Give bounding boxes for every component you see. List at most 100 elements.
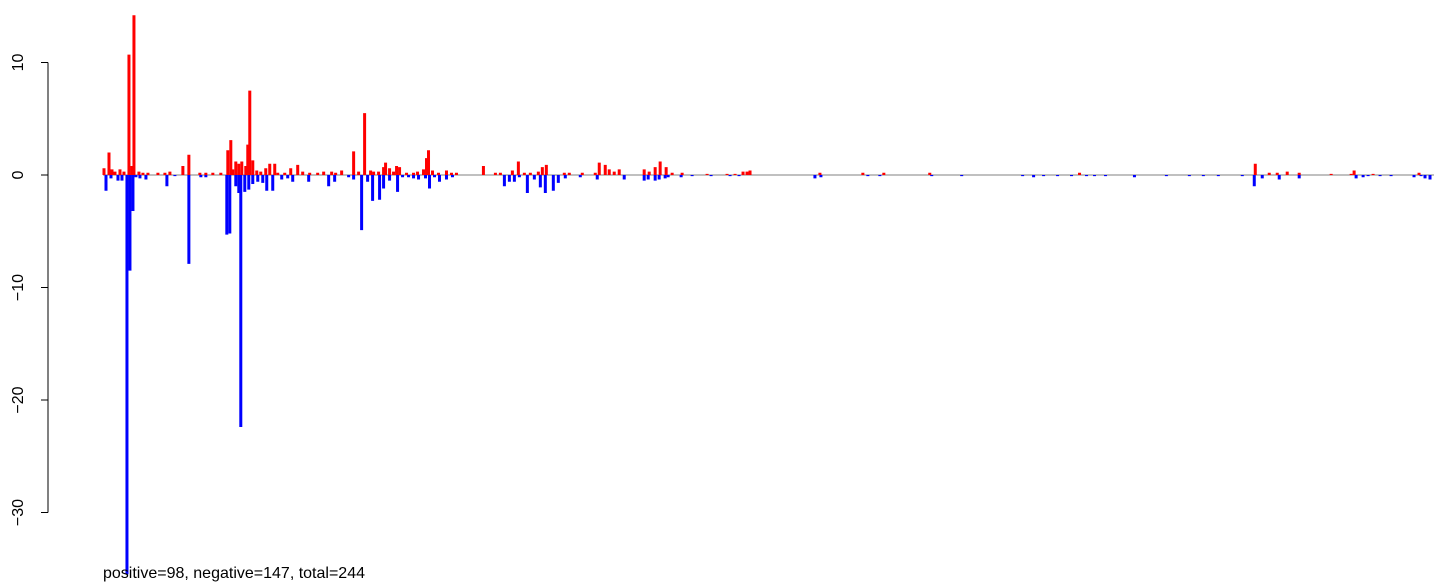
negative-bar [173,175,177,177]
negative-bar [128,175,132,271]
positive-bar [528,172,532,175]
negative-bar [1419,175,1423,177]
positive-bar [1417,172,1421,175]
positive-bar [308,172,312,175]
positive-bar [187,154,191,175]
positive-bar [617,169,621,175]
positive-bar [607,169,611,175]
negative-bar [1042,175,1046,177]
positive-bar [141,172,145,175]
positive-bar [110,169,114,175]
y-tick-label: −20 [10,386,27,413]
positive-bar [1285,171,1289,175]
positive-bar [259,171,263,175]
negative-bar [1260,175,1264,179]
negative-bar [1354,175,1358,179]
positive-bar [516,161,520,175]
negative-bar [360,175,364,231]
positive-bar [273,163,277,175]
negative-bar [622,175,626,180]
negative-bar [134,175,138,178]
positive-bar [122,171,126,175]
negative-bar [1187,175,1191,177]
positive-bar [658,161,662,175]
negative-bar [131,175,135,211]
positive-bar [725,173,729,175]
y-tick-label: 10 [10,54,27,72]
negative-bar [247,175,251,190]
positive-bar [733,173,737,175]
negative-bar [120,175,124,181]
y-tick-label: 0 [10,170,27,179]
negative-bar [261,175,265,183]
positive-bar [395,166,399,175]
positive-bar [522,172,526,175]
positive-bar [544,164,548,175]
positive-bar [647,171,651,175]
negative-bar [512,175,516,182]
negative-bar [538,175,542,188]
negative-bar [256,175,260,182]
positive-bar [244,166,248,175]
negative-bar [378,175,382,200]
negative-bar [444,175,448,180]
negative-bar [291,175,295,182]
positive-bar [540,167,544,175]
negative-bar [551,175,555,191]
positive-bar [427,150,431,175]
positive-bar [1329,173,1333,175]
positive-bar [251,160,255,175]
negative-bar [1216,175,1220,177]
positive-bar [670,172,674,175]
positive-bar [340,170,344,175]
positive-bar [156,172,160,175]
negative-bar [280,175,284,180]
negative-bar [271,175,275,191]
positive-bar [330,171,334,175]
negative-bar [1389,175,1393,177]
negative-bar [144,175,148,180]
positive-bar [612,171,616,175]
negative-bar [1412,175,1416,178]
positive-bar [653,167,657,175]
positive-bar [377,171,381,175]
negative-bar [1103,175,1107,177]
negative-bar [819,175,823,178]
positive-bar [1349,173,1353,175]
positive-bar [680,172,684,175]
positive-bar [296,164,300,175]
negative-bar [556,175,560,183]
y-tick-label: −10 [10,274,27,301]
negative-bar [125,175,129,575]
positive-bar [416,171,420,175]
positive-bar [289,168,293,175]
negative-bar [1277,175,1281,180]
negative-bar [433,175,437,178]
positive-bar [1078,172,1082,175]
positive-bar [204,172,208,175]
negative-bar [1201,175,1205,177]
negative-bar [1428,175,1432,180]
positive-bar [748,170,752,175]
positive-bar [603,164,607,175]
positive-bar [127,54,131,175]
positive-bar [372,171,376,175]
positive-bar [392,171,396,175]
negative-bar [412,175,416,179]
negative-bar [1032,175,1036,178]
negative-bar [104,175,108,191]
positive-bar [107,152,111,175]
positive-bar [425,158,429,175]
negative-bar [407,175,411,178]
positive-bar [237,163,241,175]
negative-bar [878,175,882,177]
negative-bar [1423,175,1427,179]
positive-bar [1371,173,1375,175]
positive-bar [741,171,745,175]
negative-bar [109,175,113,179]
negative-bar [657,175,661,180]
negative-bar [1085,175,1089,177]
negative-bar [532,175,536,180]
positive-bar [382,167,386,175]
